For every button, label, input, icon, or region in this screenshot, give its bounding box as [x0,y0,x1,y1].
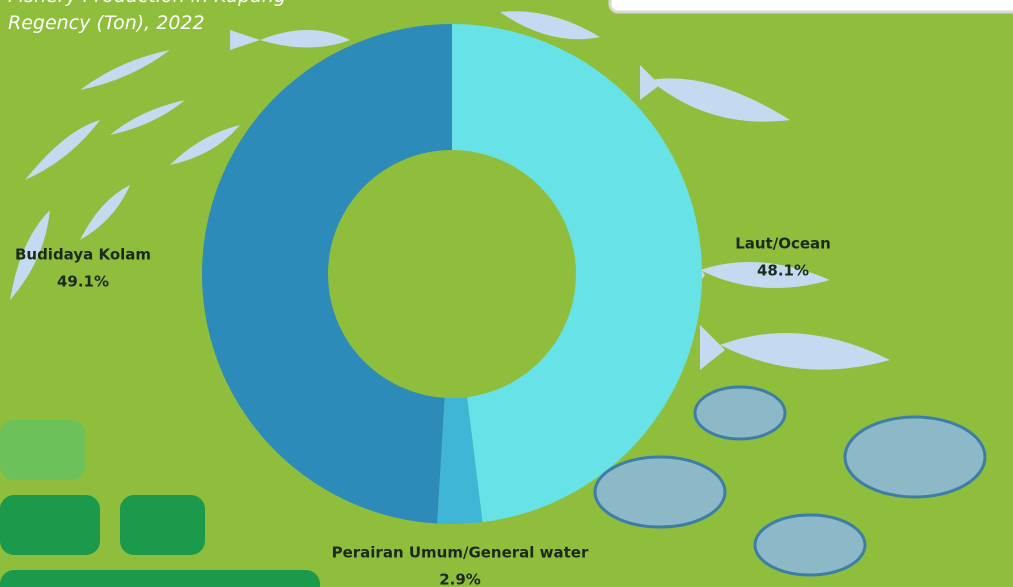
slice-value-label: 49.1% [57,273,109,291]
donut-slice [202,24,452,524]
slice-label: Laut/Ocean [735,235,831,253]
donut-slice [452,24,702,522]
chart: Laut/Ocean 48.1% Perairan Umum/General wat… [0,0,1013,587]
donut [202,24,702,524]
slice-value-label: 2.9% [439,571,481,587]
infographic: Laut/Ocean 48.1% Perairan Umum/General wat… [0,0,1013,587]
chart-title: Fishery Production in Kupang Regency (To… [8,0,368,37]
slice-label: Perairan Umum/General water [332,544,589,562]
slice-value-label: 48.1% [757,262,809,280]
slice-label: Budidaya Kolam [15,246,151,264]
